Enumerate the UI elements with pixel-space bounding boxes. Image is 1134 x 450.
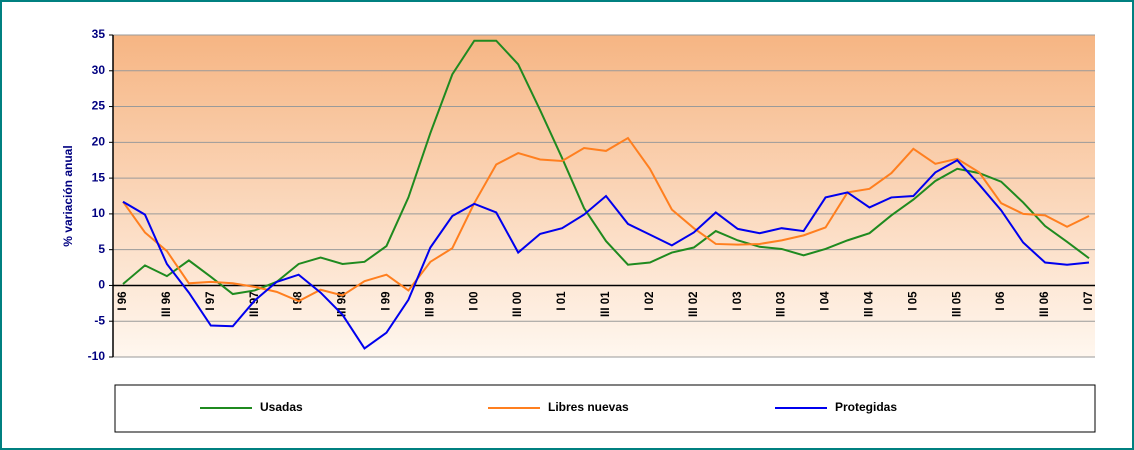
- x-tick-label: III 06: [1039, 291, 1051, 317]
- y-tick-label: 35: [92, 27, 106, 41]
- series-line: [122, 39, 1090, 296]
- x-tick-label: III 01: [600, 291, 612, 317]
- y-tick-label: 15: [92, 170, 106, 184]
- y-tick-label: -10: [88, 349, 106, 363]
- legend-label: Libres nuevas: [548, 400, 629, 414]
- x-tick-label: I 05: [907, 291, 919, 311]
- y-tick-label: 5: [98, 242, 105, 256]
- x-tick-label: I 97: [205, 291, 217, 310]
- x-tick-label: I 02: [644, 291, 656, 310]
- x-tick-label: III 05: [951, 291, 963, 317]
- y-axis-title: % variación anual: [61, 145, 75, 246]
- x-tick-label: I 04: [820, 291, 832, 311]
- y-tick-label: 0: [98, 278, 105, 292]
- x-tick-label: III 00: [512, 291, 524, 317]
- x-tick-label: III 03: [776, 291, 788, 317]
- legend-label: Usadas: [260, 400, 303, 414]
- x-tick-label: I 99: [380, 291, 392, 310]
- x-tick-label: I 01: [556, 291, 568, 311]
- x-tick-label: I 07: [1083, 291, 1095, 310]
- x-tick-label: III 04: [863, 291, 875, 317]
- series-line: [122, 136, 1090, 303]
- x-tick-label: I 96: [117, 291, 129, 310]
- x-tick-label: I 06: [995, 291, 1007, 310]
- x-tick-label: III 02: [688, 291, 700, 317]
- x-tick-label: III 96: [161, 291, 173, 317]
- y-tick-label: 20: [92, 135, 106, 149]
- x-tick-label: I 03: [732, 291, 744, 310]
- x-tick-label: III 99: [424, 291, 436, 317]
- x-tick-label: I 00: [468, 291, 480, 310]
- legend-label: Protegidas: [835, 400, 897, 414]
- legend: [114, 384, 1096, 433]
- y-tick-label: 10: [92, 206, 106, 220]
- plot-area: [113, 35, 1095, 357]
- y-tick-label: 25: [92, 99, 106, 113]
- y-tick-label: -5: [94, 313, 105, 327]
- series-line: [122, 158, 1090, 350]
- y-tick-label: 30: [92, 63, 106, 77]
